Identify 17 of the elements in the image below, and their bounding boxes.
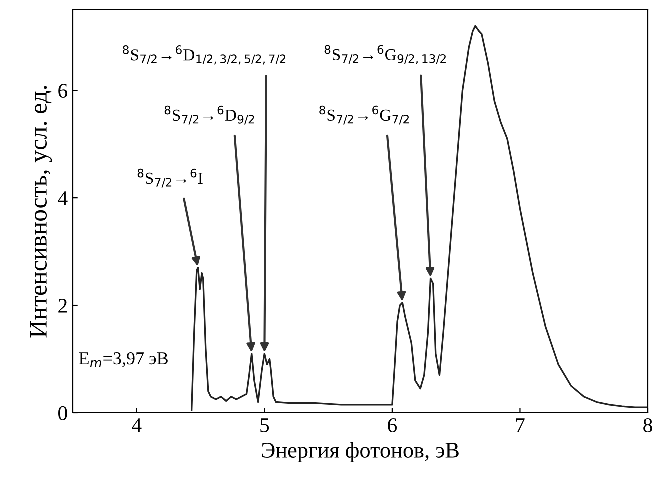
- annotation: E$_{m}$=3,97 эВ: [79, 352, 168, 368]
- x-tick-label: 8: [644, 418, 652, 433]
- y-tick-label: 0: [58, 406, 68, 420]
- x-tick-label: 7: [516, 418, 525, 432]
- annotation: $^{8}$S$_{7/2}$→$^{6}$I: [138, 168, 203, 188]
- x-tick-label: 5: [260, 418, 270, 433]
- y-axis-title: Интенсивность, усл. ед.: [30, 86, 52, 338]
- annotation: $^{8}$S$_{7/2}$→$^{6}$D$_{1/2,3/2,5/2,7/2}$: [123, 46, 286, 65]
- annotation: $^{8}$S$_{7/2}$→$^{6}$D$_{9/2}$: [164, 106, 254, 125]
- annotation: $^{8}$S$_{7/2}$→$^{6}$G$_{7/2}$: [320, 106, 410, 125]
- x-axis-title: Энергия фотонов, эВ: [262, 442, 459, 462]
- x-tick-label: 4: [132, 418, 142, 432]
- y-tick-label: 2: [58, 298, 67, 313]
- y-tick-label: 4: [58, 192, 68, 206]
- annotation: $^{8}$S$_{7/2}$→$^{6}$G$_{9/2,13/2}$: [324, 45, 446, 64]
- y-tick-label: 6: [58, 84, 68, 98]
- x-tick-label: 6: [388, 418, 398, 433]
